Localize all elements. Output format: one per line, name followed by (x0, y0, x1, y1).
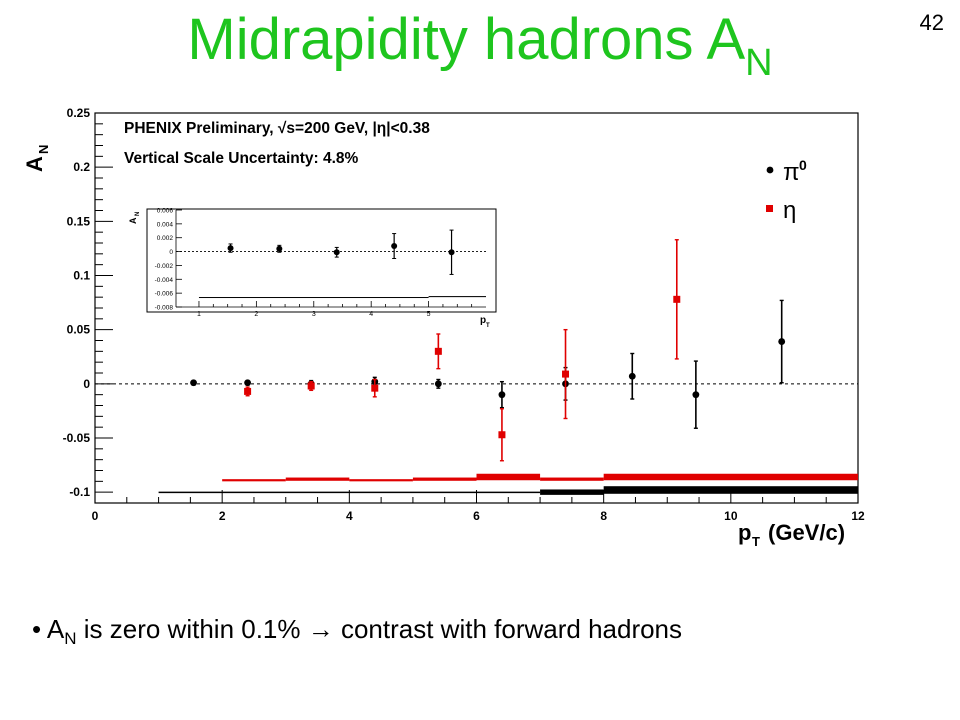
y-axis: -0.1 -0.05 0 0.05 0.1 0.15 0.2 0.25 (63, 106, 113, 499)
inset-x-tick-label: 1 (197, 311, 201, 318)
y-tick-label: 0.25 (67, 106, 91, 120)
x-axis-label-subscript: T (752, 534, 760, 549)
legend-label-pi0: π (783, 159, 800, 186)
y-axis-label-main: A (22, 156, 47, 172)
x-axis: 0 2 4 6 8 10 12 (92, 490, 865, 523)
y-tick-label: 0 (83, 377, 90, 391)
inset-y-tick-label: 0.004 (157, 221, 174, 228)
bullet-marker: • (32, 614, 42, 644)
syst-band (349, 479, 413, 482)
x-tick-label: 10 (724, 509, 738, 523)
chart-header-line2: Vertical Scale Uncertainty: 4.8% (124, 150, 359, 167)
data-point-eta (498, 431, 506, 439)
data-point-pi0 (190, 379, 197, 387)
bullet-subscript: N (64, 629, 77, 648)
inset-y-tick-label: 0.006 (157, 208, 174, 215)
chart-header-line1: PHENIX Preliminary, √s=200 GeV, |η|<0.38 (124, 120, 430, 137)
inset-y-tick-label: 0.002 (157, 235, 174, 242)
x-tick-label: 0 (92, 509, 99, 523)
data-point-eta (673, 295, 681, 303)
x-axis-label-unit: (GeV/c) (768, 520, 845, 545)
inset-plot: 1 2 3 4 5 -0.008 -0.006 -0.004 -0.002 0 0.002 0.00… (128, 208, 497, 329)
inset-data-point (276, 245, 283, 252)
data-point-pi0 (434, 380, 442, 388)
y-tick-label: 0.2 (73, 160, 90, 174)
legend-label-pi0-superscript: 0 (799, 157, 807, 173)
systematic-bands (158, 473, 858, 495)
syst-band (540, 477, 604, 481)
data-point-pi0 (628, 372, 636, 380)
data-point-eta (434, 347, 442, 355)
inset-y-tick-label: -0.006 (155, 291, 174, 298)
syst-band (222, 479, 286, 482)
y-tick-label: 0.15 (67, 214, 91, 228)
inset-x-tick-label: 2 (254, 311, 258, 318)
x-tick-label: 8 (600, 509, 607, 523)
inset-x-tick-label: 4 (369, 311, 373, 318)
data-point-eta (307, 382, 315, 390)
inset-frame (146, 208, 497, 313)
syst-band (603, 473, 858, 481)
data-point-pi0 (498, 391, 506, 399)
inset-y-label: A (128, 217, 138, 224)
inset-y-label-subscript: N (135, 212, 141, 216)
y-tick-label: 0.1 (73, 269, 90, 283)
inset-syst-band (198, 297, 429, 299)
bullet-a: A (46, 614, 65, 644)
data-point-eta (371, 384, 379, 392)
inset-data-point (227, 245, 234, 252)
slide-title: Midrapidity hadrons AN (0, 2, 960, 101)
inset-syst-band (428, 296, 486, 298)
y-axis-label: A N (22, 145, 51, 172)
inset-data-point (391, 243, 398, 250)
syst-band (476, 473, 541, 481)
y-axis-label-subscript: N (36, 145, 51, 154)
inset-x-tick-label: 5 (427, 311, 431, 318)
inset-data-point (448, 249, 455, 256)
slide-title-main: Midrapidity hadrons A (187, 7, 746, 72)
inset-data-points (227, 229, 455, 275)
x-tick-label: 4 (346, 509, 353, 523)
inset-y-tick-label: -0.002 (155, 263, 174, 270)
legend: π 0 η (766, 157, 807, 224)
data-point-pi0 (692, 391, 700, 399)
inset-systematic-bands (198, 296, 486, 299)
legend-label-eta: η (783, 197, 796, 224)
data-point-eta (562, 370, 570, 378)
x-tick-label: 12 (851, 509, 865, 523)
page-number: 42 (919, 10, 944, 35)
inset-y-tick-label: -0.008 (155, 305, 174, 312)
y-tick-label: -0.1 (69, 485, 90, 499)
x-tick-label: 2 (219, 509, 226, 523)
bullet-point: • AN is zero within 0.1% → contrast with… (32, 614, 682, 649)
inset-x-tick-label: 3 (312, 311, 316, 318)
bullet-text-rest: contrast with forward hadrons (333, 614, 683, 644)
legend-marker-pi0 (766, 166, 774, 174)
syst-band (412, 477, 477, 481)
y-tick-label: -0.05 (63, 431, 91, 445)
syst-band (285, 477, 350, 481)
x-axis-label-p: p (738, 520, 751, 545)
data-points (190, 239, 786, 462)
data-point-eta (244, 387, 252, 395)
inset-x-label: p (480, 315, 486, 326)
slide-title-subscript: N (745, 42, 773, 84)
x-tick-label: 6 (473, 509, 480, 523)
syst-band (540, 489, 604, 495)
inset-y-tick-label: -0.004 (155, 277, 174, 284)
right-arrow-icon: → (307, 614, 334, 644)
inset-x-label-subscript: T (486, 323, 490, 329)
bullet-text-mid: is zero within 0.1% (76, 614, 308, 644)
inset-y-axis: -0.008 -0.006 -0.004 -0.002 0 0.002 0.004 0.006 (155, 208, 182, 312)
x-axis-label: p T (GeV/c) (738, 520, 845, 549)
data-point-pi0 (244, 379, 252, 387)
inset-data-point (333, 249, 340, 256)
data-point-pi0 (778, 338, 786, 345)
legend-marker-eta (766, 205, 773, 212)
y-tick-label: 0.05 (67, 323, 91, 337)
inset-y-tick-label: 0 (169, 249, 173, 256)
inset-x-axis: 1 2 3 4 5 (176, 301, 486, 318)
